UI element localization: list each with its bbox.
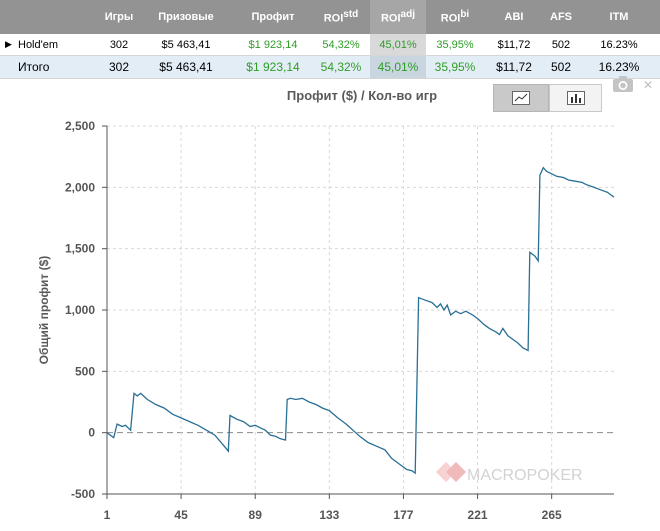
line-chart-toggle-button[interactable] (493, 84, 549, 112)
stats-table: Игры Призовые Профит ROIstd ROIadj ROIbi… (0, 0, 660, 79)
row-name: Hold'em (18, 38, 59, 51)
watermark-text: MACROPOKER (467, 467, 583, 484)
cell-abi: $11,72 (484, 55, 544, 79)
cell-roi-std: 54,32% (312, 34, 370, 56)
x-tick-label: 177 (393, 508, 413, 522)
roi-label: ROI (440, 12, 461, 25)
x-tick-label: 221 (468, 508, 488, 522)
cell-roi-adj: 45,01% (370, 34, 426, 56)
x-tick-label: 89 (249, 508, 263, 522)
roi-adj-sup: adj (400, 9, 415, 21)
x-tick-label: 1 (104, 508, 111, 522)
y-tick-label: 1,500 (65, 242, 95, 256)
close-icon[interactable]: ✕ (643, 78, 654, 92)
roi-label: ROI (380, 12, 401, 25)
cell-prize: $5 463,41 (138, 34, 234, 56)
y-tick-label: -500 (71, 487, 95, 501)
roi-std-sup: std (343, 9, 359, 21)
cell-games: 302 (100, 34, 138, 56)
table-header-row: Игры Призовые Профит ROIstd ROIadj ROIbi… (0, 0, 660, 34)
cell-itm: 16.23% (578, 34, 660, 56)
row-name: Итого (18, 60, 50, 74)
col-header-games[interactable]: Игры (100, 0, 138, 34)
cell-abi: $11,72 (484, 34, 544, 56)
y-axis-label: Общий профит ($) (37, 256, 51, 365)
x-tick-label: 45 (174, 508, 188, 522)
expand-triangle-icon[interactable]: ▶ (5, 39, 12, 49)
row-name-cell: Итого (0, 55, 100, 79)
cell-roi-adj: 45,01% (370, 55, 426, 79)
col-header-roi-std[interactable]: ROIstd (312, 0, 370, 34)
watermark-logo: MACROPOKER (436, 462, 583, 484)
bar-chart-icon (566, 91, 585, 105)
cell-afs: 502 (544, 34, 578, 56)
col-header-afs[interactable]: AFS (544, 0, 578, 34)
cell-roi-bi: 35,95% (426, 55, 484, 79)
camera-icon[interactable] (612, 74, 634, 94)
cell-games: 302 (100, 55, 138, 79)
bar-chart-toggle-button[interactable] (549, 84, 602, 112)
table-total-row: Итого 302 $5 463,41 $1 923,14 54,32% 45,… (0, 55, 660, 79)
col-header-itm[interactable]: ITM (578, 0, 660, 34)
col-header-profit[interactable]: Профит (234, 0, 312, 34)
line-chart-icon (512, 91, 530, 105)
chart-title: Профит ($) / Кол-во игр (287, 88, 437, 103)
cell-itm: 16.23% (578, 55, 660, 79)
cell-roi-bi: 35,95% (426, 34, 484, 56)
cell-prize: $5 463,41 (138, 55, 234, 79)
y-tick-label: 2,500 (65, 119, 95, 133)
cell-afs: 502 (544, 55, 578, 79)
y-tick-label: 2,000 (65, 180, 95, 194)
col-header-roi-adj[interactable]: ROIadj (370, 0, 426, 34)
col-header-abi[interactable]: ABI (484, 0, 544, 34)
y-tick-label: 1,000 (65, 303, 95, 317)
col-header-prize[interactable]: Призовые (138, 0, 234, 34)
roi-bi-sup: bi (460, 9, 470, 21)
x-tick-label: 265 (542, 508, 562, 522)
y-tick-label: 0 (88, 426, 95, 440)
profit-series-line (106, 166, 615, 475)
col-header-roi-bi[interactable]: ROIbi (426, 0, 484, 34)
table-row[interactable]: ▶ Hold'em 302 $5 463,41 $1 923,14 54,32% … (0, 34, 660, 56)
col-header-name (0, 0, 100, 34)
cell-profit: $1 923,14 (234, 55, 312, 79)
roi-label: ROI (323, 12, 344, 25)
y-tick-label: 500 (75, 364, 95, 378)
cell-profit: $1 923,14 (234, 34, 312, 56)
cell-roi-std: 54,32% (312, 55, 370, 79)
row-name-cell[interactable]: ▶ Hold'em (0, 34, 100, 56)
x-tick-label: 133 (319, 508, 339, 522)
